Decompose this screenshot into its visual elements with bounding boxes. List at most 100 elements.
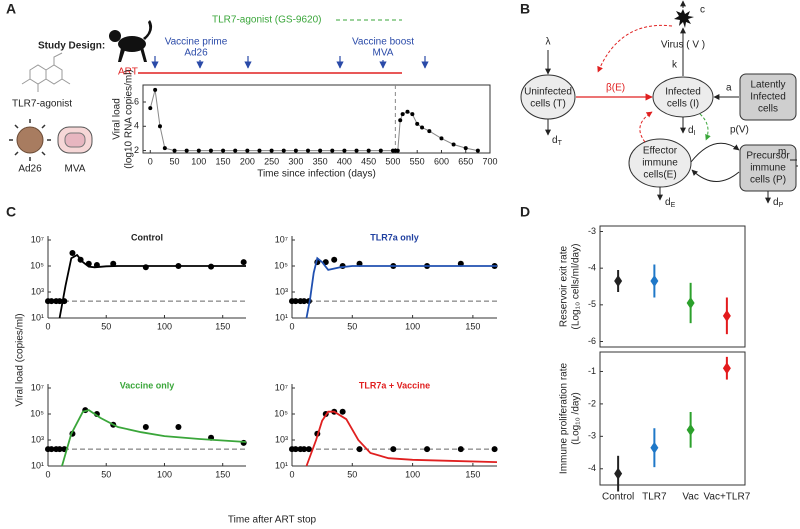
plot-frame (599, 225, 746, 348)
x-tick-label: 100 (191, 156, 206, 166)
data-point (686, 297, 695, 309)
x-tick-label: 50 (101, 469, 111, 479)
mva-icon (57, 126, 93, 154)
y-axis-label: (Log₁₀ cells/ml/day) (571, 244, 582, 330)
data-point (400, 112, 405, 117)
data-point (208, 148, 213, 153)
y-tick-label: 10¹ (31, 312, 44, 322)
boost-label: Vaccine boost (352, 37, 414, 48)
x-tick-label: 100 (157, 321, 172, 331)
data-point (354, 148, 359, 153)
x-tick-label: 100 (405, 321, 420, 331)
x-tick-label: TLR7 (642, 492, 667, 503)
data-point (356, 446, 363, 453)
rate-label: p(V) (730, 125, 749, 136)
data-point (148, 106, 153, 111)
y-tick-label: -3 (588, 431, 596, 441)
plot-title: Control (131, 232, 163, 242)
x-tick-label: 150 (215, 469, 230, 479)
rate-base: d (665, 197, 671, 208)
rate-label: a (726, 83, 732, 94)
data-point (398, 118, 403, 123)
data-point (475, 148, 480, 153)
panel-label: C (6, 204, 16, 220)
data-point (342, 148, 347, 153)
rate-sub: T (558, 140, 563, 147)
data-point (427, 129, 432, 134)
data-point (175, 424, 182, 430)
data-point (48, 446, 55, 453)
rate-label: β(E) (606, 83, 625, 94)
x-tick-label: 100 (157, 469, 172, 479)
panel-label: A (6, 1, 16, 17)
node-label: Infected (665, 87, 701, 98)
data-point (650, 441, 659, 454)
molecule-icon (21, 52, 71, 92)
data-point (292, 446, 299, 453)
node-label: Precursor (746, 151, 790, 162)
y-axis-label: (Log₁₀ /day) (571, 392, 582, 445)
plot-frame (599, 351, 746, 486)
x-axis-label: Time after ART stop (228, 515, 317, 526)
x-tick-label: 600 (434, 156, 449, 166)
data-line (305, 410, 498, 467)
node-label: cells (P) (750, 175, 786, 186)
data-point (614, 275, 623, 287)
art-label: ART (118, 67, 138, 78)
rate-label: m (778, 147, 786, 158)
y-tick-label: 10³ (31, 434, 44, 444)
data-point (153, 87, 158, 92)
rate-sub: E (671, 202, 676, 209)
y-tick-label: 10⁷ (275, 382, 288, 392)
x-tick-label: 650 (458, 156, 473, 166)
data-point (330, 148, 335, 153)
x-tick-label: Vac (682, 492, 699, 503)
data-point (339, 408, 346, 415)
y-tick-label: 10³ (31, 286, 44, 296)
data-point (424, 446, 431, 453)
model-diagram: Uninfected cells (T) Infected cells (I) … (520, 0, 798, 209)
data-point (306, 148, 311, 153)
data-point (281, 148, 286, 153)
y-tick-label: -4 (588, 463, 596, 473)
rate-sub: I (694, 130, 696, 137)
x-tick-label: 100 (405, 469, 420, 479)
data-point (184, 148, 189, 153)
x-tick-label: 0 (148, 156, 153, 166)
ad26-icon (9, 119, 51, 161)
data-point (366, 148, 371, 153)
prime-label: Vaccine prime (165, 37, 228, 48)
y-axis-label: (log10 RNA copies/ml) (124, 69, 135, 168)
virus-icon (674, 9, 694, 28)
rate-label: k (672, 60, 678, 71)
data-point (410, 112, 415, 117)
y-axis-label: Viral load (copies/ml) (15, 313, 26, 406)
y-tick-label: 10⁵ (30, 408, 44, 418)
y-tick-label: 4 (134, 121, 139, 131)
data-point (257, 148, 262, 153)
node-label: Infected (750, 92, 786, 103)
data-point (157, 124, 162, 129)
boost-label: MVA (373, 48, 394, 59)
data-point (405, 109, 410, 114)
x-tick-label: 50 (347, 469, 357, 479)
x-tick-label: 550 (410, 156, 425, 166)
data-point (233, 148, 238, 153)
rate-label: c (700, 5, 705, 16)
x-tick-label: 50 (101, 321, 111, 331)
x-tick-label: 250 (264, 156, 279, 166)
rate-label: dT (552, 135, 563, 147)
node-label: Uninfected (524, 87, 572, 98)
x-tick-label: 350 (313, 156, 328, 166)
data-point (56, 298, 63, 305)
x-tick-label: 0 (45, 321, 50, 331)
rate-base: d (552, 135, 558, 146)
vaccine-arrows (151, 56, 429, 69)
x-tick-label: 150 (215, 321, 230, 331)
data-point (269, 148, 274, 153)
data-point (221, 148, 226, 153)
node-label: cells (758, 104, 778, 115)
data-point (722, 309, 731, 322)
study-design: Study Design: (38, 41, 105, 52)
